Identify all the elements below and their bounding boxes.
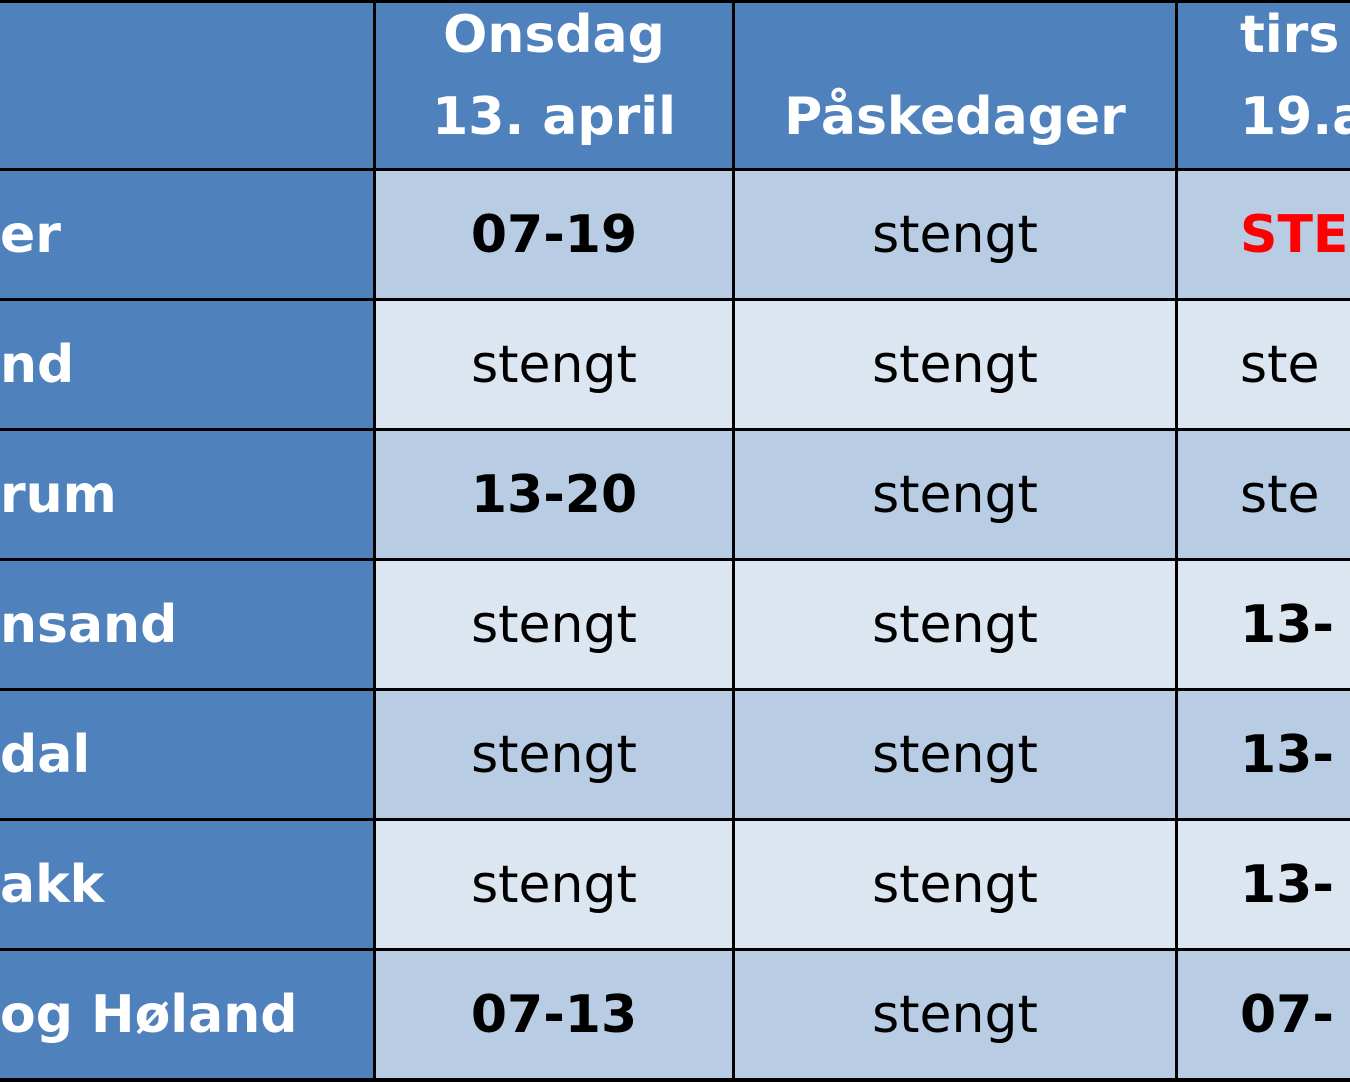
cell: stengt <box>376 821 732 948</box>
cell: 07- <box>1178 951 1350 1078</box>
cell: stengt <box>376 301 732 428</box>
row-label: rum <box>0 431 373 558</box>
cell: ste <box>1178 301 1350 428</box>
cell: stengt <box>735 821 1175 948</box>
row-label: akk <box>0 821 373 948</box>
cell: 13- <box>1178 561 1350 688</box>
cell: 13- <box>1178 691 1350 818</box>
cell: stengt <box>735 301 1175 428</box>
header-text: tirs <box>1240 5 1340 65</box>
row-label: dal <box>0 691 373 818</box>
header-cell: tirs 19.a <box>1178 3 1350 168</box>
cell: stengt <box>735 951 1175 1078</box>
row-label: nd <box>0 301 373 428</box>
cell: 13-20 <box>376 431 732 558</box>
cell: STE <box>1178 171 1350 298</box>
cell: stengt <box>735 431 1175 558</box>
cell: 07-13 <box>376 951 732 1078</box>
header-cell: Påskedager <box>735 3 1175 168</box>
cell: stengt <box>376 561 732 688</box>
header-text: Påskedager <box>784 87 1126 147</box>
row-label: er <box>0 171 373 298</box>
cell: stengt <box>735 171 1175 298</box>
row-label: nsand <box>0 561 373 688</box>
header-text: 13. april <box>432 87 676 147</box>
cell: 07-19 <box>376 171 732 298</box>
header-cell: Onsdag 13. april <box>376 3 732 168</box>
cell: stengt <box>376 691 732 818</box>
cell: stengt <box>735 691 1175 818</box>
cell: 13- <box>1178 821 1350 948</box>
cell: ste <box>1178 431 1350 558</box>
header-text: Onsdag <box>443 5 665 65</box>
row-label: og Høland <box>0 951 373 1078</box>
header-text: 19.a <box>1240 87 1350 147</box>
header-cell <box>0 3 373 168</box>
cell: stengt <box>735 561 1175 688</box>
